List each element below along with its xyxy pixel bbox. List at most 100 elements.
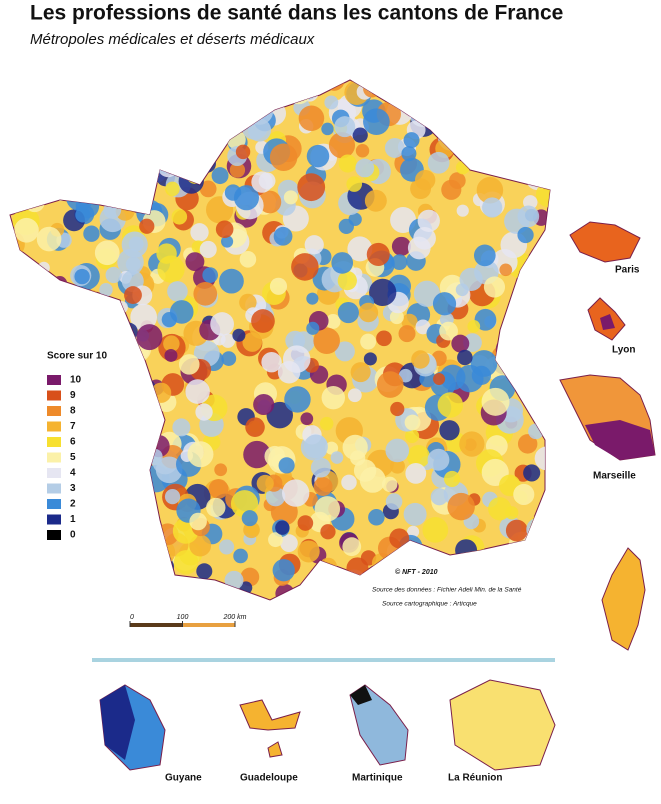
canton [346, 557, 369, 580]
canton [187, 441, 214, 468]
canton [398, 325, 416, 343]
canton [481, 387, 510, 416]
canton [483, 276, 506, 298]
canton [493, 82, 518, 108]
canton [110, 469, 131, 490]
canton [60, 286, 86, 312]
canton [10, 108, 20, 127]
canton [96, 80, 117, 92]
canton [106, 555, 131, 580]
canton [94, 240, 120, 266]
inset-paris: Paris [569, 221, 641, 276]
canton [74, 322, 95, 342]
canton [52, 318, 81, 346]
canton [34, 80, 49, 92]
canton [247, 80, 272, 103]
canton [245, 417, 265, 437]
canton [455, 539, 478, 562]
canton [10, 346, 35, 373]
legend-title: Score sur 10 [47, 351, 107, 362]
canton [303, 434, 328, 459]
canton [313, 477, 333, 497]
canton [10, 135, 30, 160]
canton [405, 462, 427, 484]
canton [37, 261, 50, 274]
canton [77, 158, 91, 173]
canton [36, 226, 62, 252]
canton [346, 176, 363, 192]
legend-label: 2 [70, 499, 76, 510]
canton [432, 98, 454, 120]
canton [501, 164, 516, 179]
canton [414, 169, 436, 191]
legend-swatch [47, 406, 61, 416]
canton [273, 226, 293, 246]
canton [88, 527, 117, 555]
canton [94, 312, 121, 339]
canton [338, 154, 357, 173]
canton [10, 438, 37, 466]
canton [130, 80, 147, 90]
canton [202, 267, 219, 283]
canton [146, 448, 163, 465]
canton [198, 128, 222, 152]
canton [278, 457, 295, 474]
canton [275, 520, 290, 535]
canton [417, 563, 443, 589]
canton [10, 260, 21, 274]
canton [214, 463, 228, 477]
canton [155, 456, 183, 484]
canton [119, 322, 138, 341]
dom-label: Martinique [352, 773, 403, 784]
canton [321, 385, 346, 410]
canton [132, 497, 157, 522]
canton [261, 80, 275, 92]
canton [455, 107, 480, 132]
canton [509, 145, 529, 166]
canton [54, 101, 73, 119]
canton [510, 128, 523, 141]
legend-swatch [47, 375, 61, 385]
canton [355, 158, 375, 178]
canton [115, 301, 128, 314]
canton [94, 519, 109, 534]
canton [136, 324, 163, 351]
canton [178, 92, 203, 117]
canton [350, 362, 371, 383]
canton [285, 330, 306, 351]
canton [534, 446, 550, 471]
canton [60, 296, 88, 324]
canton [152, 572, 175, 595]
canton [321, 122, 334, 136]
canton [67, 80, 91, 97]
canton [37, 90, 50, 103]
canton [197, 154, 216, 173]
canton [153, 96, 169, 113]
canton [433, 373, 446, 386]
canton [285, 80, 312, 105]
canton [341, 474, 357, 491]
canton [124, 286, 142, 304]
canton [187, 126, 206, 144]
canton [13, 168, 26, 182]
canton [219, 268, 244, 294]
canton [15, 190, 30, 205]
canton [116, 157, 140, 180]
canton [168, 106, 185, 123]
canton [291, 253, 319, 281]
canton [39, 548, 67, 575]
canton [22, 101, 48, 127]
canton [406, 549, 420, 563]
canton [20, 513, 42, 535]
canton [164, 488, 181, 505]
canton [411, 350, 430, 369]
canton [258, 190, 282, 214]
canton [199, 180, 217, 198]
canton [473, 244, 496, 267]
canton [128, 385, 152, 409]
canton [53, 175, 69, 191]
canton [347, 388, 362, 403]
canton [193, 281, 218, 306]
canton [463, 124, 484, 145]
canton [14, 507, 39, 531]
